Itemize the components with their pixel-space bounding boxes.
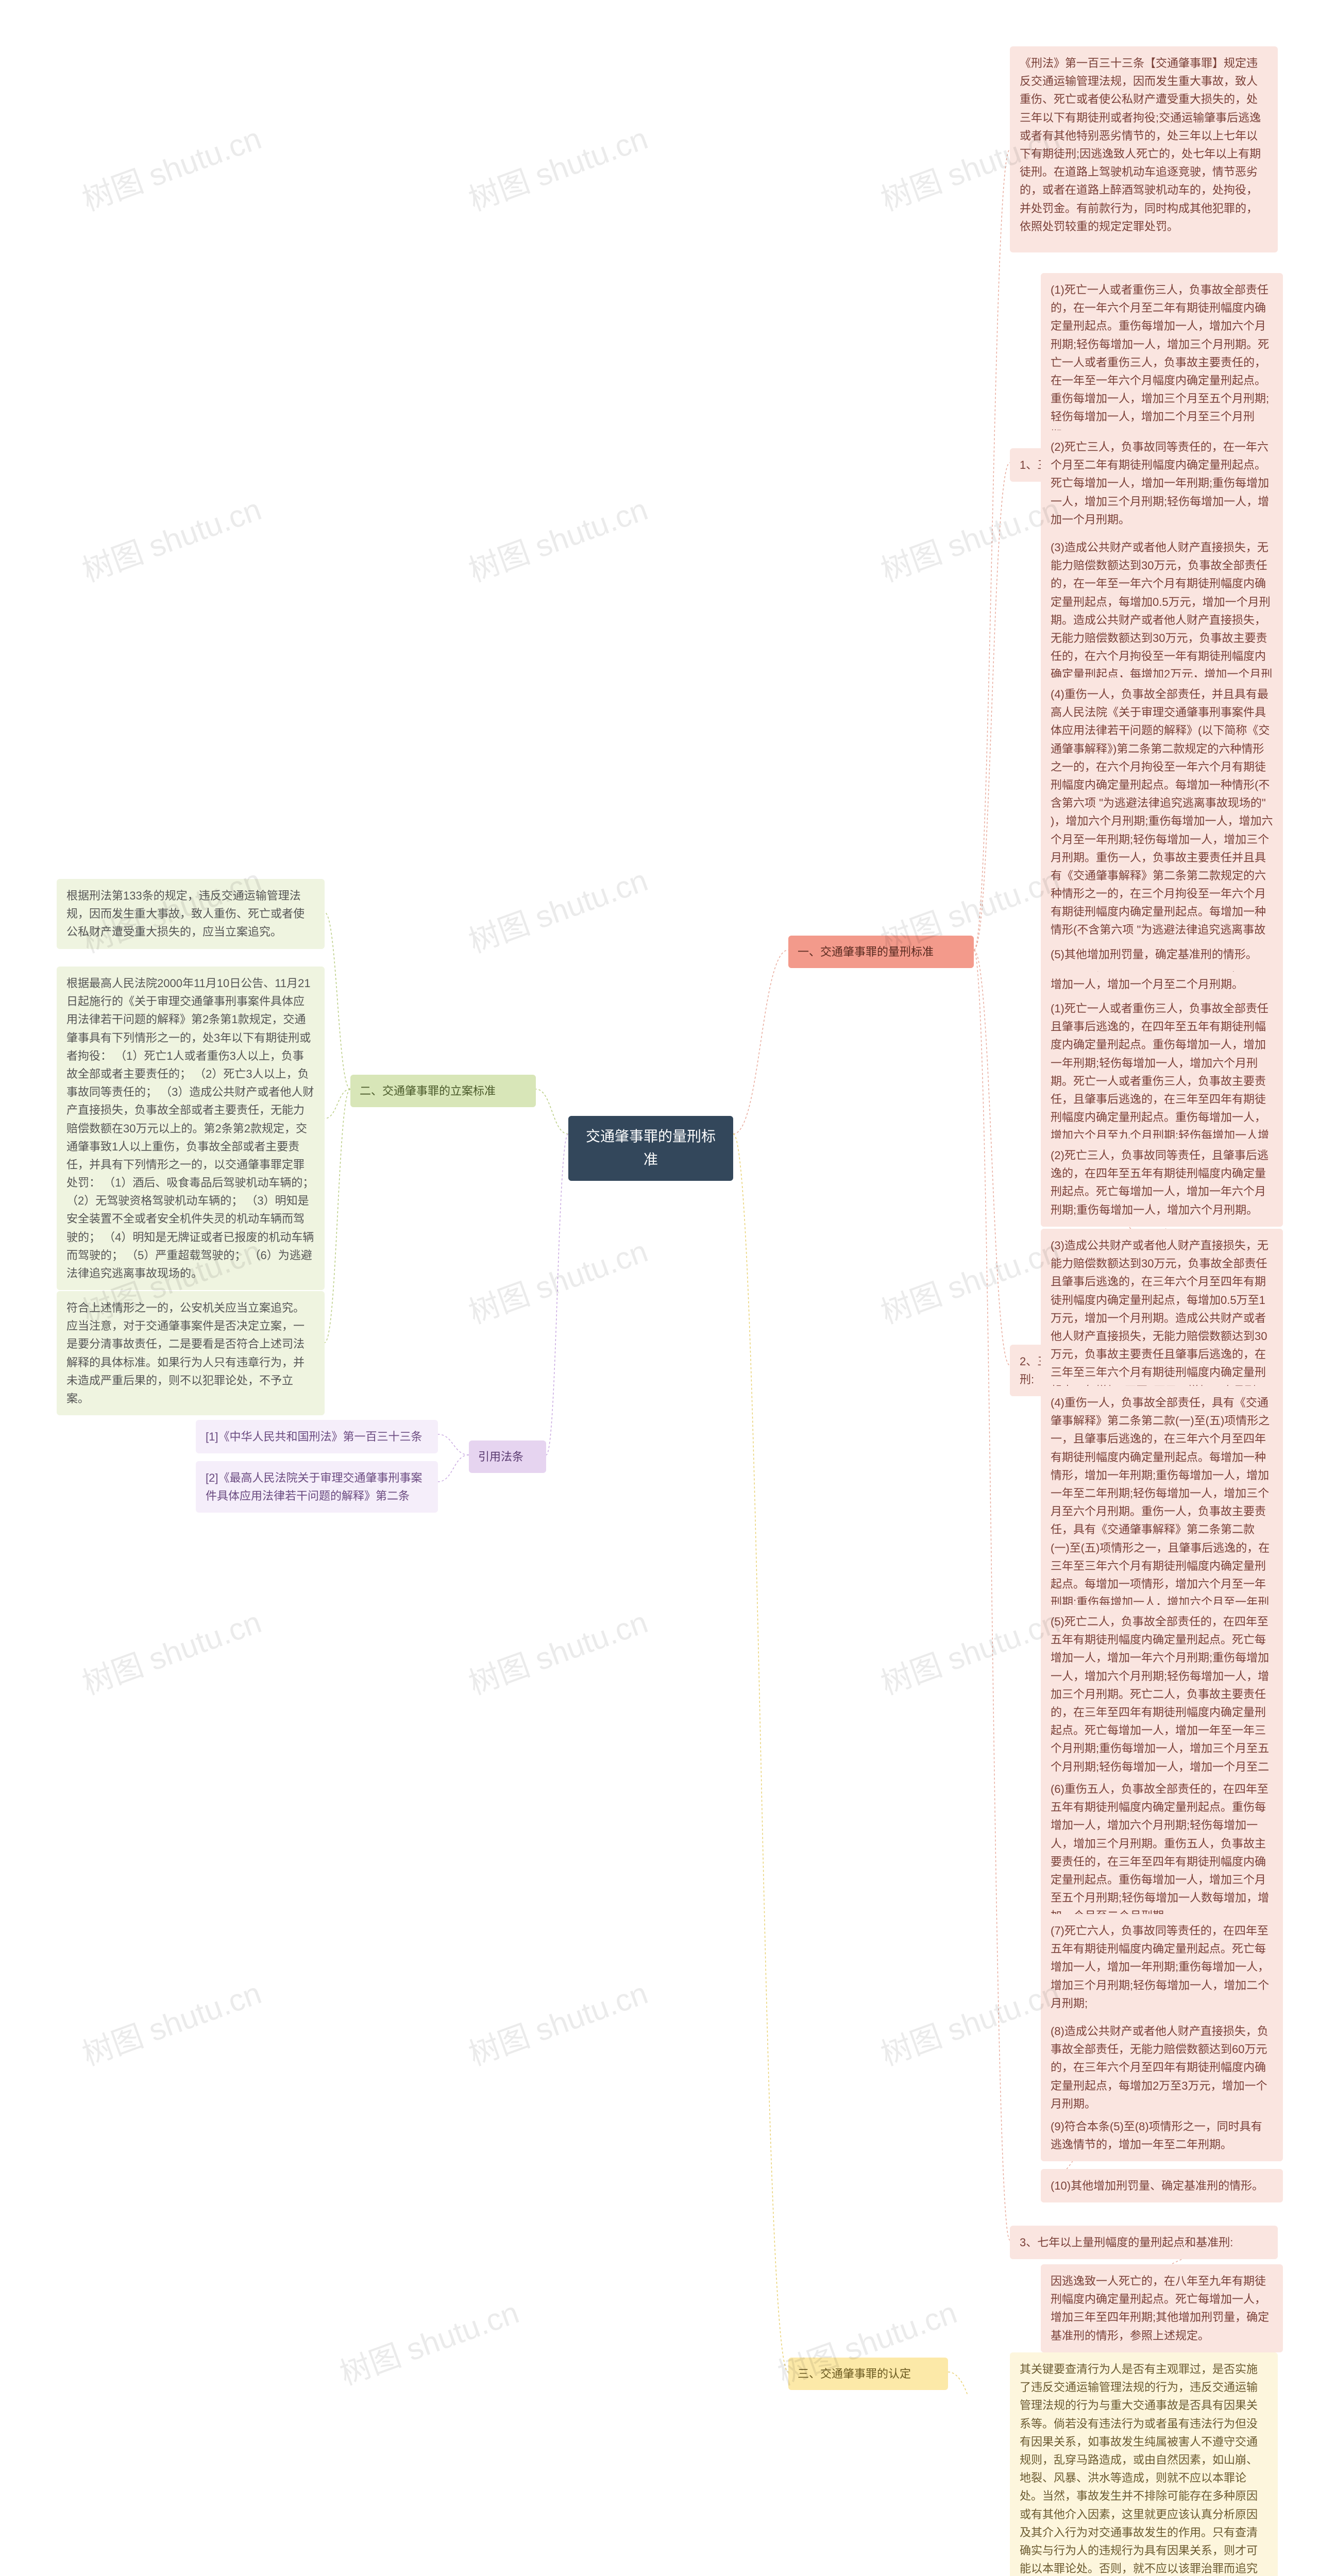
node-b1b2: (2)死亡三人，负事故同等责任的，在一年六个月至二年有期徒刑幅度内确定量刑起点。…	[1041, 430, 1283, 536]
watermark: 树图 shutu.cn	[462, 1226, 653, 1332]
watermark: 树图 shutu.cn	[462, 113, 653, 219]
watermark: 树图 shutu.cn	[333, 2287, 524, 2394]
node-b2c: 符合上述情形之一的，公安机关应当立案追究。应当注意，对于交通肇事案件是否决定立案…	[57, 1291, 325, 1415]
node-b1c8: (8)造成公共财产或者他人财产直接损失，负事故全部责任，无能力赔偿数额达到60万…	[1041, 2014, 1283, 2121]
node-b1c2: (2)死亡三人，负事故同等责任，且肇事后逃逸的，在四年至五年有期徒刑幅度内确定量…	[1041, 1139, 1283, 1227]
watermark: 树图 shutu.cn	[75, 1968, 266, 2074]
watermark: 树图 shutu.cn	[75, 113, 266, 219]
node-b2b: 根据最高人民法院2000年11月10日公告、11月21日起施行的《关于审理交通肇…	[57, 967, 325, 1290]
node-b1b5: (5)其他增加刑罚量，确定基准刑的情形。	[1041, 938, 1283, 971]
branch-b3: 三、交通肇事罪的认定	[788, 2358, 948, 2390]
watermark: 树图 shutu.cn	[462, 1968, 653, 2074]
branch-b1: 一、交通肇事罪的量刑标准	[788, 936, 974, 968]
node-b2a: 根据刑法第133条的规定，违反交通运输管理法规，因而发生重大事故，致人重伤、死亡…	[57, 879, 325, 949]
watermark: 树图 shutu.cn	[874, 1226, 1065, 1332]
watermark: 树图 shutu.cn	[874, 1968, 1065, 2074]
watermark: 树图 shutu.cn	[874, 484, 1065, 590]
watermark: 树图 shutu.cn	[462, 484, 653, 590]
mindmap-root: 交通肇事罪的量刑标准	[568, 1116, 733, 1181]
watermark: 树图 shutu.cn	[462, 1597, 653, 1703]
node-b4a: [1]《中华人民共和国刑法》第一百三十三条	[196, 1420, 438, 1453]
node-b1d1: 因逃逸致一人死亡的，在八年至九年有期徒刑幅度内确定量刑起点。死亡每增加一人，增加…	[1041, 2264, 1283, 2352]
node-b1c9: (9)符合本条(5)至(8)项情形之一，同时具有逃逸情节的，增加一年至二年刑期。	[1041, 2110, 1283, 2161]
node-b1d: 3、七年以上量刑幅度的量刑起点和基准刑:	[1010, 2226, 1278, 2259]
watermark: 树图 shutu.cn	[874, 1597, 1065, 1703]
node-b4b: [2]《最高人民法院关于审理交通肇事刑事案件具体应用法律若干问题的解释》第二条	[196, 1461, 438, 1513]
watermark: 树图 shutu.cn	[75, 1597, 266, 1703]
watermark: 树图 shutu.cn	[462, 855, 653, 961]
node-b3a: 其关键要查清行为人是否有主观罪过，是否实施了违反交通运输管理法规的行为，违反交通…	[1010, 2352, 1278, 2576]
node-b1c7: (7)死亡六人，负事故同等责任的，在四年至五年有期徒刑幅度内确定量刑起点。死亡每…	[1041, 1914, 1283, 2020]
branch-b2: 二、交通肇事罪的立案标准	[350, 1075, 536, 1107]
node-b1b1: (1)死亡一人或者重伤三人，负事故全部责任的，在一年六个月至二年有期徒刑幅度内确…	[1041, 273, 1283, 452]
node-b1a: 《刑法》第一百三十三条【交通肇事罪】规定违反交通运输管理法规，因而发生重大事故，…	[1010, 46, 1278, 252]
watermark: 树图 shutu.cn	[75, 484, 266, 590]
node-b1c10: (10)其他增加刑罚量、确定基准刑的情形。	[1041, 2169, 1283, 2202]
branch-b4: 引用法条	[469, 1440, 546, 1473]
node-b1c6: (6)重伤五人，负事故全部责任的，在四年至五年有期徒刑幅度内确定量刑起点。重伤每…	[1041, 1772, 1283, 1933]
